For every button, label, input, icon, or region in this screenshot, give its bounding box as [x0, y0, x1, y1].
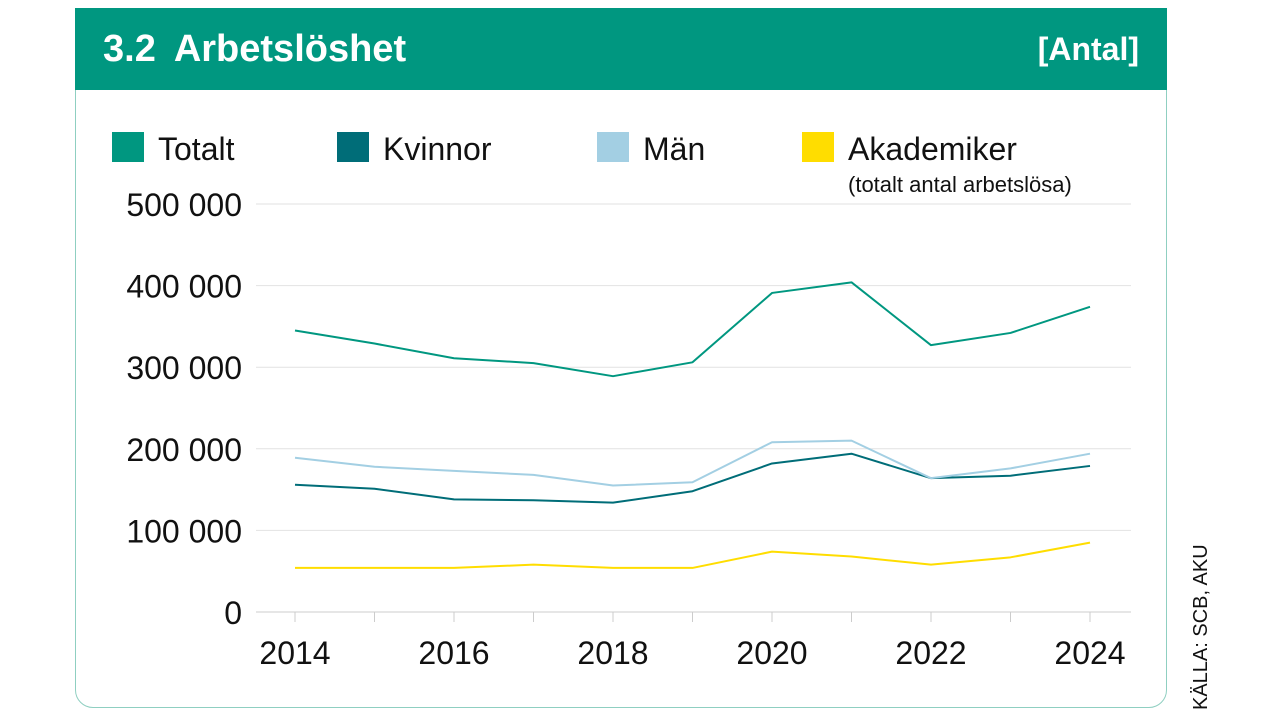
legend-label: Män: [643, 131, 705, 167]
legend-item: Totalt: [112, 131, 235, 167]
y-tick-label: 0: [224, 595, 242, 631]
y-tick-label: 400 000: [126, 269, 242, 305]
series-line-kvinnor: [294, 452, 1091, 504]
legend-item: Män: [597, 131, 705, 167]
chart-card: [75, 8, 1167, 708]
y-tick-label: 100 000: [126, 513, 242, 549]
x-tick-label: 2014: [259, 635, 330, 671]
chart-number: 3.2: [103, 27, 156, 70]
series-line-m-n: [294, 439, 1091, 487]
legend: Totalt Kvinnor Män Akademiker (totalt antal …: [112, 131, 1072, 197]
tick-labels: 500 000 400 000 300 000 200 000 100 000 0 2014…: [126, 187, 1125, 671]
grid-lines: [256, 203, 1131, 531]
y-tick-label: 300 000: [126, 350, 242, 386]
chart-title-text: Arbetslöshet: [173, 27, 407, 70]
legend-swatch: [597, 132, 629, 162]
y-tick-label: 200 000: [126, 432, 242, 468]
chart-title: 3.2 Arbetslöshet: [103, 28, 406, 71]
legend-swatch: [337, 132, 369, 162]
series-line-totalt: [294, 281, 1091, 378]
legend-label: Akademiker: [848, 131, 1017, 167]
x-tick-label: 2016: [418, 635, 489, 671]
x-tick-label: 2024: [1054, 635, 1125, 671]
legend-label: Totalt: [158, 131, 235, 167]
x-tick-label: 2018: [577, 635, 648, 671]
legend-note: (totalt antal arbetslösa): [848, 172, 1072, 197]
x-tick-label: 2020: [736, 635, 807, 671]
x-tick-label: 2022: [895, 635, 966, 671]
legend-swatch: [112, 132, 144, 162]
chart-unit: [Antal]: [1037, 30, 1139, 67]
legend-label: Kvinnor: [383, 131, 492, 167]
x-axis: [256, 611, 1131, 622]
chart-header: 3.2 Arbetslöshet [Antal]: [75, 8, 1167, 90]
legend-swatch: [802, 132, 834, 162]
series-line-akademiker: [295, 541, 1091, 569]
y-tick-label: 500 000: [126, 187, 242, 223]
legend-item: Kvinnor: [337, 131, 492, 167]
legend-item: Akademiker (totalt antal arbetslösa): [802, 131, 1072, 197]
series-lines: [294, 281, 1091, 569]
